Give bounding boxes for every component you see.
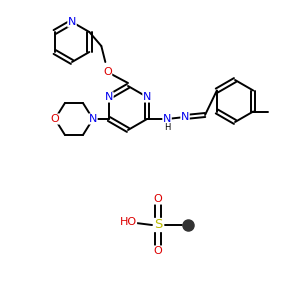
Text: N: N	[181, 112, 189, 122]
Text: O: O	[103, 67, 112, 77]
Text: O: O	[154, 246, 162, 256]
Text: HO: HO	[119, 217, 136, 227]
Text: N: N	[163, 114, 171, 124]
Text: O: O	[154, 194, 162, 204]
Text: N: N	[89, 114, 97, 124]
Text: N: N	[68, 17, 76, 27]
Text: N: N	[143, 92, 151, 102]
Text: N: N	[105, 92, 113, 102]
Text: S: S	[154, 218, 162, 232]
Text: H: H	[164, 124, 170, 133]
Text: O: O	[51, 114, 59, 124]
